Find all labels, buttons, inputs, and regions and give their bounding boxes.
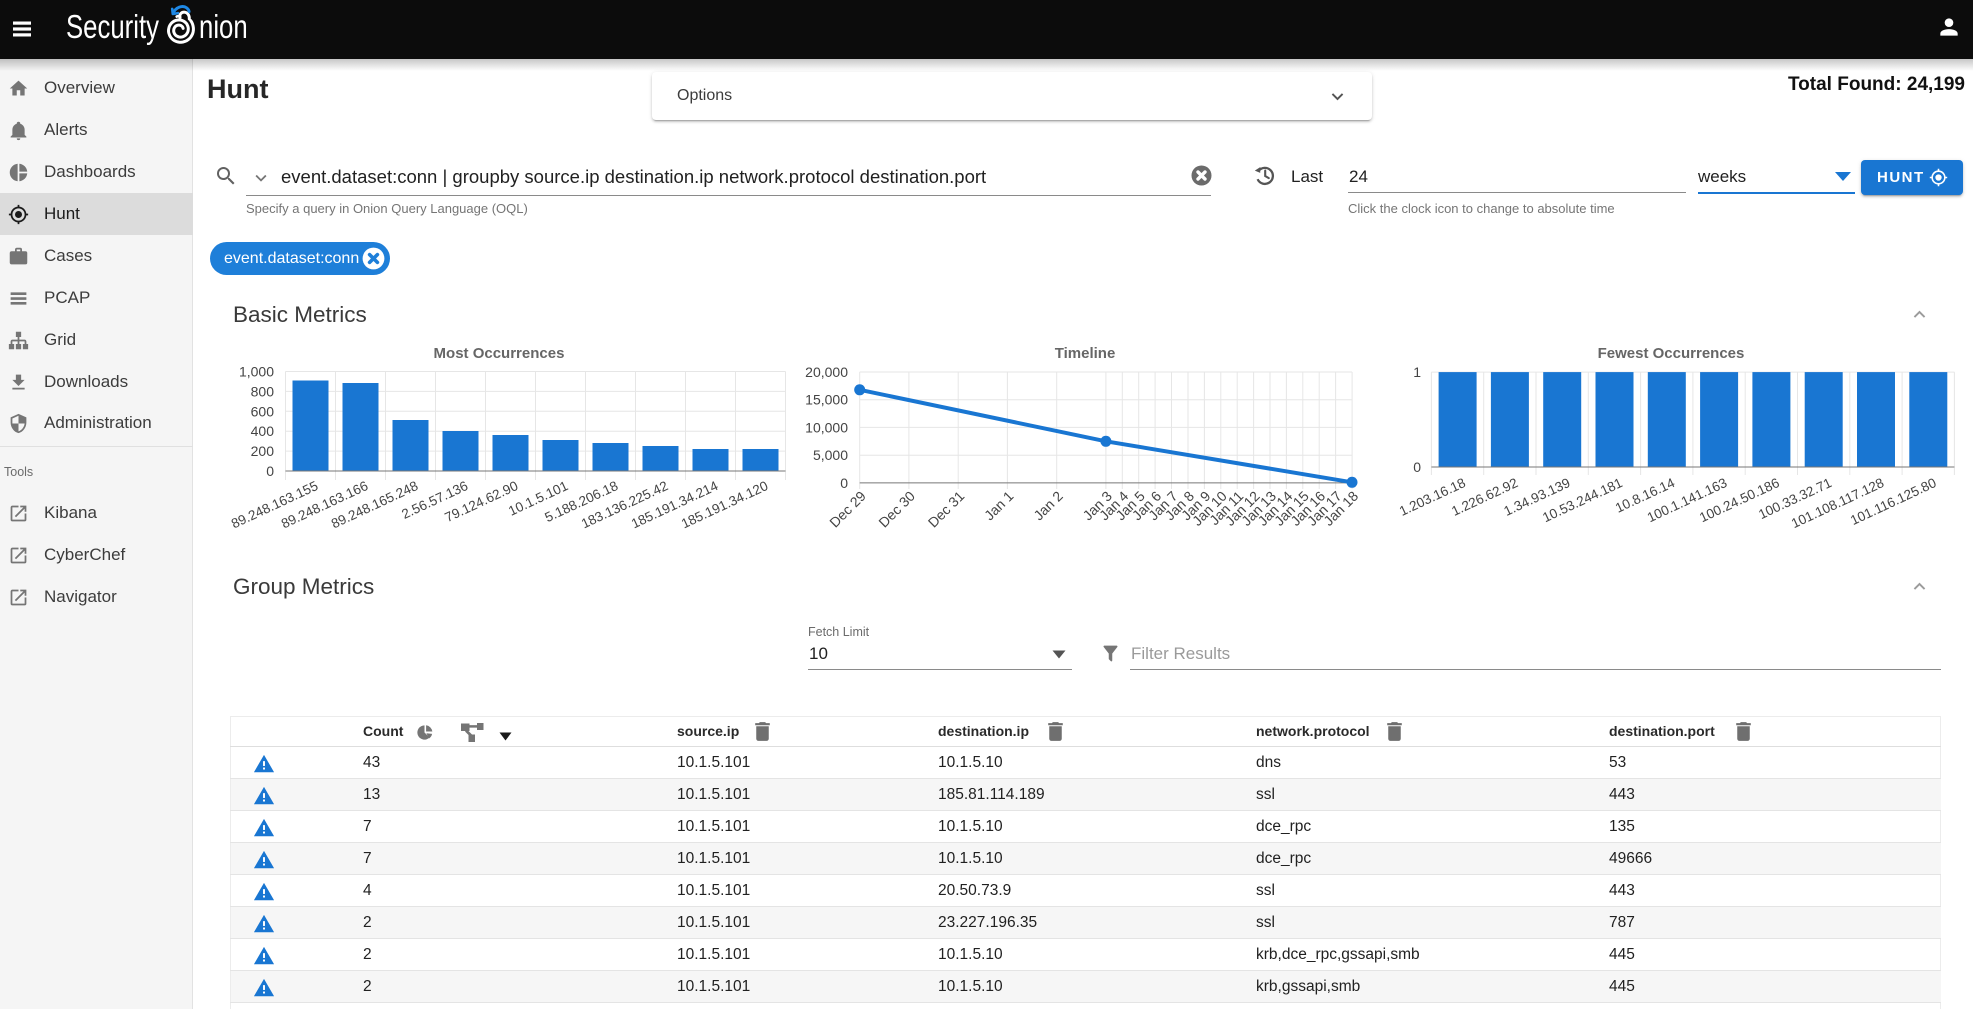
svg-text:Timeline: Timeline — [1055, 345, 1116, 362]
svg-text:0: 0 — [840, 475, 848, 491]
svg-text:0: 0 — [1413, 459, 1421, 475]
svg-text:1: 1 — [1413, 364, 1421, 380]
svg-text:Jan 2: Jan 2 — [1030, 488, 1066, 524]
svg-text:Fewest Occurrences: Fewest Occurrences — [1598, 345, 1745, 362]
svg-text:200: 200 — [251, 443, 275, 459]
svg-text:1,000: 1,000 — [239, 364, 274, 380]
svg-text:185.191.34.120: 185.191.34.120 — [679, 478, 770, 531]
svg-text:600: 600 — [251, 403, 275, 419]
svg-text:Jan 1: Jan 1 — [981, 488, 1017, 524]
svg-text:Dec 31: Dec 31 — [925, 488, 968, 531]
svg-text:400: 400 — [251, 423, 275, 439]
svg-text:Dec 29: Dec 29 — [826, 488, 869, 531]
svg-text:800: 800 — [251, 383, 275, 399]
svg-text:Dec 30: Dec 30 — [875, 488, 918, 531]
svg-text:20,000: 20,000 — [805, 364, 848, 380]
svg-text:Most Occurrences: Most Occurrences — [434, 345, 565, 362]
svg-text:0: 0 — [266, 463, 274, 479]
svg-text:10,000: 10,000 — [805, 419, 848, 435]
svg-text:15,000: 15,000 — [805, 392, 848, 408]
svg-text:5,000: 5,000 — [813, 447, 848, 463]
